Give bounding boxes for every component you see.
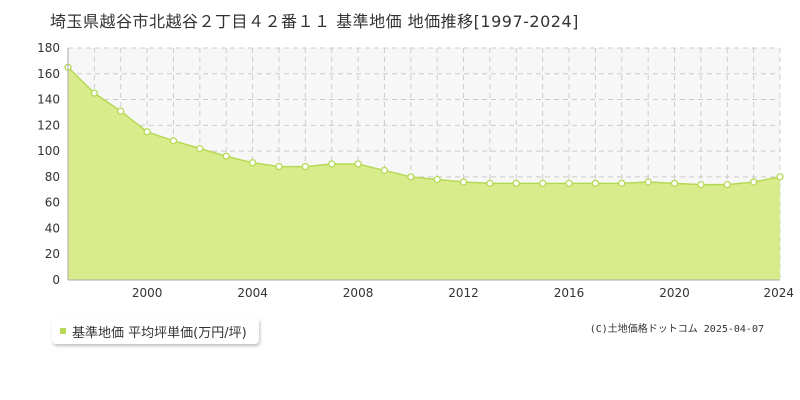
y-tick-label: 140 bbox=[37, 93, 60, 107]
data-point bbox=[591, 179, 600, 187]
data-point bbox=[539, 179, 547, 187]
data-point bbox=[117, 107, 125, 115]
data-point bbox=[196, 144, 204, 153]
x-tick-label: 2012 bbox=[448, 286, 479, 300]
x-tick-label: 2000 bbox=[132, 286, 163, 300]
data-point bbox=[169, 137, 178, 145]
data-point bbox=[670, 179, 679, 187]
y-tick-label: 40 bbox=[45, 221, 60, 235]
data-point bbox=[90, 89, 99, 97]
x-tick-labels: 2000 2004 2008 2012 2016 2020 2024 bbox=[132, 286, 794, 300]
x-tick-label: 2024 bbox=[763, 286, 794, 300]
legend-label: 基準地価 平均坪単価(万円/坪) bbox=[72, 325, 247, 341]
chart-title: 埼玉県越谷市北越谷２丁目４２番１１ 基準地価 地価推移[1997-2024] bbox=[50, 12, 579, 31]
data-line bbox=[67, 66, 781, 186]
axes bbox=[67, 48, 780, 281]
data-point bbox=[512, 179, 520, 187]
data-point bbox=[222, 152, 230, 160]
y-tick-label: 0 bbox=[52, 273, 60, 287]
data-point bbox=[644, 178, 652, 186]
data-point bbox=[301, 162, 309, 171]
x-tick-label: 2020 bbox=[659, 286, 690, 300]
data-point bbox=[565, 179, 573, 187]
x-tick-label: 2016 bbox=[554, 286, 585, 300]
data-point bbox=[380, 166, 389, 175]
data-point bbox=[459, 178, 468, 186]
y-tick-label: 60 bbox=[45, 196, 60, 210]
data-point bbox=[749, 178, 758, 186]
y-tick-label: 180 bbox=[37, 41, 60, 55]
legend: 基準地価 平均坪単価(万円/坪) bbox=[52, 318, 259, 344]
data-point bbox=[275, 162, 283, 171]
legend-marker bbox=[60, 328, 66, 334]
y-tick-label: 160 bbox=[37, 67, 60, 81]
data-point bbox=[248, 159, 257, 167]
x-tick-label: 2008 bbox=[343, 286, 374, 300]
data-point bbox=[433, 175, 441, 184]
data-point bbox=[723, 180, 731, 189]
data-point bbox=[776, 173, 784, 181]
data-point bbox=[328, 160, 336, 168]
data-area bbox=[68, 67, 780, 280]
y-tick-label: 80 bbox=[45, 170, 60, 184]
y-tick-label: 20 bbox=[45, 247, 60, 261]
data-markers bbox=[64, 63, 784, 189]
y-tick-label: 100 bbox=[37, 144, 60, 158]
y-tick-label: 120 bbox=[37, 118, 60, 132]
x-tick-label: 2004 bbox=[237, 286, 268, 300]
data-point bbox=[407, 173, 415, 181]
data-point bbox=[354, 160, 362, 168]
data-point bbox=[143, 128, 151, 136]
data-point bbox=[697, 180, 705, 189]
copyright-text: (C)土地価格ドットコム 2025-04-07 bbox=[589, 324, 764, 335]
y-tick-labels: 0 20 40 60 80 100 120 140 160 180 bbox=[37, 41, 60, 287]
data-point bbox=[486, 179, 494, 187]
data-point bbox=[618, 179, 626, 187]
